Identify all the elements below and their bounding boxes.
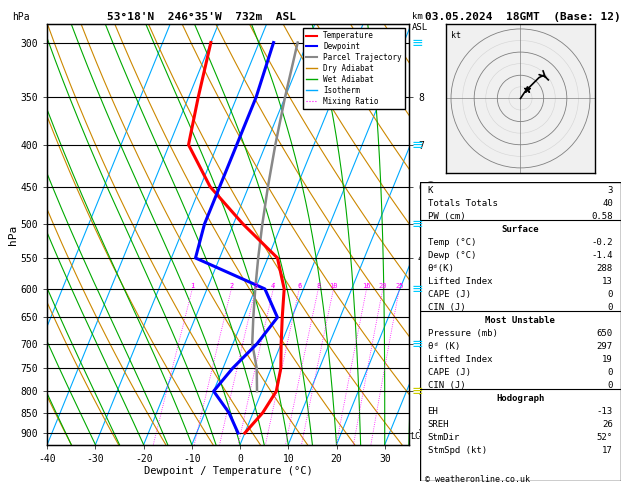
Text: -1.4: -1.4 bbox=[591, 251, 613, 260]
Text: 288: 288 bbox=[597, 264, 613, 273]
Text: 3: 3 bbox=[253, 283, 258, 289]
Text: 26: 26 bbox=[602, 420, 613, 429]
Text: Lifted Index: Lifted Index bbox=[428, 277, 492, 286]
Text: 0: 0 bbox=[608, 290, 613, 299]
Text: StmSpd (kt): StmSpd (kt) bbox=[428, 446, 487, 455]
Text: SREH: SREH bbox=[428, 420, 449, 429]
Text: 650: 650 bbox=[597, 329, 613, 338]
Text: 0: 0 bbox=[608, 381, 613, 390]
Text: 40: 40 bbox=[602, 199, 613, 208]
Text: ≡: ≡ bbox=[412, 337, 423, 351]
Text: ≡: ≡ bbox=[412, 35, 423, 50]
Text: PW (cm): PW (cm) bbox=[428, 212, 465, 221]
Y-axis label: hPa: hPa bbox=[8, 225, 18, 244]
Text: 6: 6 bbox=[297, 283, 301, 289]
Text: CAPE (J): CAPE (J) bbox=[428, 290, 470, 299]
Text: Temp (°C): Temp (°C) bbox=[428, 238, 476, 247]
Text: 10: 10 bbox=[329, 283, 338, 289]
Text: Dewp (°C): Dewp (°C) bbox=[428, 251, 476, 260]
Text: km
ASL: km ASL bbox=[412, 12, 428, 32]
Text: 1: 1 bbox=[190, 283, 194, 289]
Text: 17: 17 bbox=[602, 446, 613, 455]
Text: ≡: ≡ bbox=[412, 384, 423, 398]
Text: Surface: Surface bbox=[501, 225, 539, 234]
Text: -13: -13 bbox=[597, 407, 613, 416]
Text: 0.58: 0.58 bbox=[591, 212, 613, 221]
Text: θᵈ(K): θᵈ(K) bbox=[428, 264, 455, 273]
Text: EH: EH bbox=[428, 407, 438, 416]
Text: CIN (J): CIN (J) bbox=[428, 303, 465, 312]
Text: 16: 16 bbox=[362, 283, 371, 289]
Text: kt: kt bbox=[451, 31, 461, 40]
Text: 03.05.2024  18GMT  (Base: 12): 03.05.2024 18GMT (Base: 12) bbox=[425, 12, 620, 22]
Text: 0: 0 bbox=[608, 303, 613, 312]
Legend: Temperature, Dewpoint, Parcel Trajectory, Dry Adiabat, Wet Adiabat, Isotherm, Mi: Temperature, Dewpoint, Parcel Trajectory… bbox=[303, 28, 405, 109]
Text: LCL: LCL bbox=[410, 433, 425, 441]
Text: ≡: ≡ bbox=[412, 138, 423, 152]
Text: 53°18'N  246°35'W  732m  ASL: 53°18'N 246°35'W 732m ASL bbox=[107, 12, 296, 22]
Y-axis label: Mixing Ratio (g/kg): Mixing Ratio (g/kg) bbox=[426, 179, 437, 290]
Text: Most Unstable: Most Unstable bbox=[485, 316, 555, 325]
Text: 25: 25 bbox=[395, 283, 404, 289]
Text: 3: 3 bbox=[608, 186, 613, 195]
Text: 2: 2 bbox=[229, 283, 233, 289]
Text: ≡: ≡ bbox=[412, 282, 423, 296]
Text: Pressure (mb): Pressure (mb) bbox=[428, 329, 498, 338]
Text: Totals Totals: Totals Totals bbox=[428, 199, 498, 208]
Text: Lifted Index: Lifted Index bbox=[428, 355, 492, 364]
X-axis label: Dewpoint / Temperature (°C): Dewpoint / Temperature (°C) bbox=[143, 467, 313, 476]
Text: ≡: ≡ bbox=[412, 217, 423, 231]
Text: 20: 20 bbox=[379, 283, 387, 289]
Text: Hodograph: Hodograph bbox=[496, 394, 544, 403]
Text: θᵈ (K): θᵈ (K) bbox=[428, 342, 460, 351]
Text: CAPE (J): CAPE (J) bbox=[428, 368, 470, 377]
Text: 0: 0 bbox=[608, 368, 613, 377]
Text: 19: 19 bbox=[602, 355, 613, 364]
Text: StmDir: StmDir bbox=[428, 433, 460, 442]
Text: hPa: hPa bbox=[13, 12, 30, 22]
Text: K: K bbox=[428, 186, 433, 195]
Text: CIN (J): CIN (J) bbox=[428, 381, 465, 390]
Text: -0.2: -0.2 bbox=[591, 238, 613, 247]
Text: 13: 13 bbox=[602, 277, 613, 286]
Text: © weatheronline.co.uk: © weatheronline.co.uk bbox=[425, 474, 530, 484]
FancyBboxPatch shape bbox=[420, 182, 621, 481]
Text: 52°: 52° bbox=[597, 433, 613, 442]
Text: 297: 297 bbox=[597, 342, 613, 351]
Text: 8: 8 bbox=[316, 283, 320, 289]
Text: 4: 4 bbox=[271, 283, 276, 289]
